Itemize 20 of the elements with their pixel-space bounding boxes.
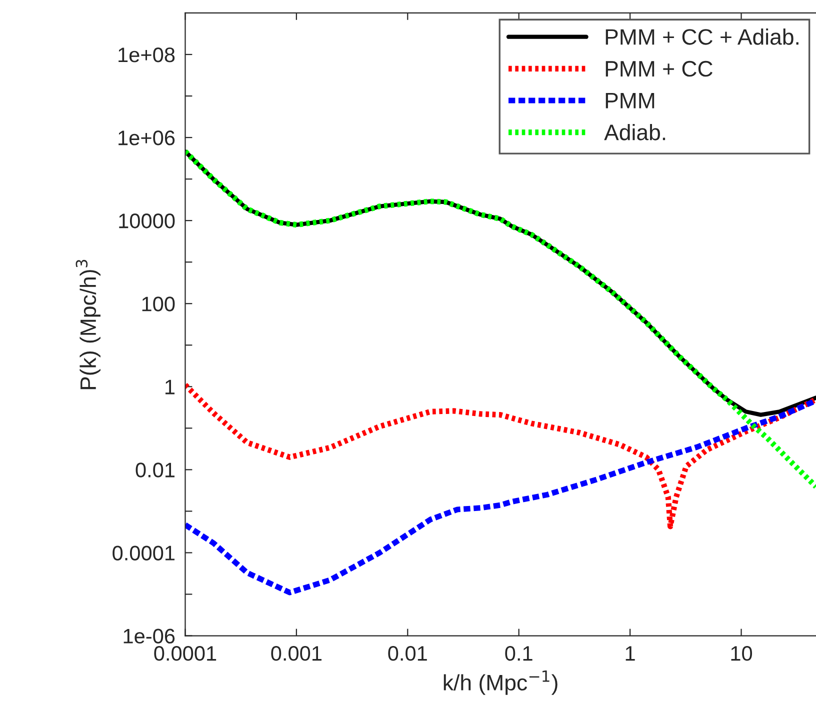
y-tick-label: 1e+06 <box>118 130 175 146</box>
y-tick-label: 1e+08 <box>118 47 175 62</box>
y-tick-label: 10000 <box>119 214 175 228</box>
y-tick-label: 1 <box>166 380 174 394</box>
y-tick-label: 0.01 <box>136 462 174 478</box>
x-tick-label: 0.1 <box>505 646 532 661</box>
x-axis-title: k/h (Mpc$^{−1}$) <box>444 670 558 695</box>
legend-label: PMM <box>606 92 654 108</box>
y-tick-label: 0.0001 <box>112 546 174 560</box>
legend-label: Adiab. <box>604 124 666 140</box>
x-tick-label: 0.0001 <box>154 646 216 661</box>
x-tick-label: 10 <box>731 646 752 661</box>
legend-label: PMM + CC + Adiab. <box>606 28 798 45</box>
x-tick-label: 1 <box>626 646 635 661</box>
legend-label: PMM + CC <box>606 60 712 77</box>
x-tick-label: 0.01 <box>388 646 427 661</box>
y-tick-label: 1e-06 <box>124 628 175 644</box>
y-tick-label: 100 <box>142 296 175 312</box>
y-axis-title: P(k) (Mpc/h)$^{3}$ <box>76 260 100 390</box>
x-tick-label: 0.001 <box>271 646 322 661</box>
